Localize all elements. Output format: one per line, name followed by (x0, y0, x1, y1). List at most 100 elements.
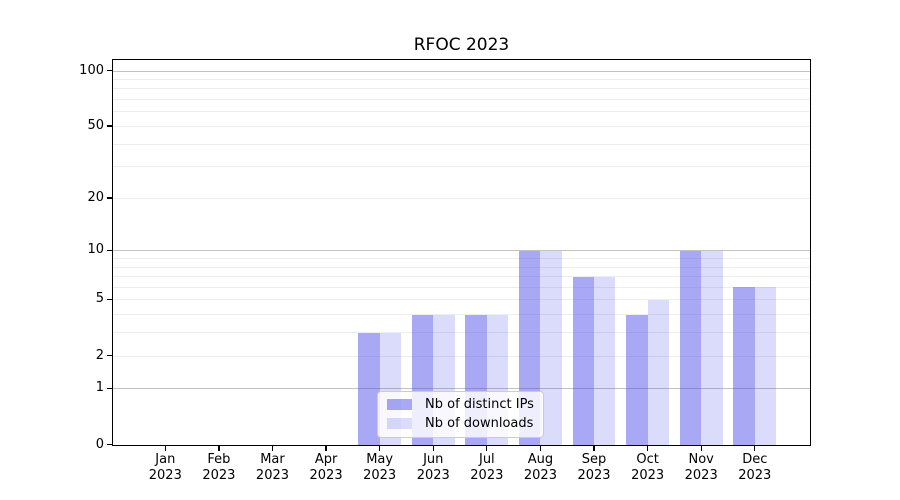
x-tick-year: 2023 (523, 468, 557, 483)
x-tick-mark (700, 445, 702, 451)
x-tick-year: 2023 (684, 468, 718, 483)
x-tick-month: Jun (423, 452, 444, 467)
minor-gridline (113, 197, 810, 199)
plot-area (113, 60, 810, 445)
legend: Nb of distinct IPs Nb of downloads (377, 391, 544, 438)
x-tick-month: May (366, 452, 394, 467)
minor-gridline (113, 258, 810, 259)
x-tick-label: Apr 2023 (283, 452, 369, 484)
y-tick-mark (106, 354, 113, 357)
x-tick-month: Jan (155, 452, 176, 467)
bar-nb-of-distinct-ips-may (358, 332, 380, 445)
x-tick-month: Sep (581, 452, 607, 467)
x-tick-mark (218, 445, 220, 451)
bar-nb-of-distinct-ips-nov (679, 250, 702, 445)
y-tick-label: 0 (95, 436, 104, 452)
bar-nb-of-distinct-ips-sep (572, 276, 594, 445)
minor-gridline (113, 99, 810, 101)
x-tick-mark (379, 445, 381, 451)
legend-item-downloads: Nb of downloads (387, 416, 534, 431)
x-tick-mark (164, 445, 166, 451)
bar-nb-of-downloads-dec (754, 287, 777, 445)
y-tick-label: 20 (87, 189, 104, 205)
bar-nb-of-distinct-ips-oct (626, 314, 648, 445)
x-tick-year: 2023 (255, 468, 290, 483)
x-tick-label: Dec 2023 (712, 452, 798, 484)
y-tick-mark (106, 387, 113, 390)
x-tick-label: Nov 2023 (658, 452, 744, 484)
x-tick-mark (486, 445, 488, 451)
x-tick-year: 2023 (577, 468, 611, 483)
y-tick-mark (106, 197, 113, 199)
x-tick-mark (593, 445, 595, 451)
x-tick-year: 2023 (202, 468, 236, 483)
major-gridline (113, 388, 810, 390)
bar-nb-of-downloads-nov (701, 250, 723, 445)
x-tick-mark (432, 445, 434, 451)
minor-gridline (113, 314, 810, 316)
legend-label-distinct-ips: Nb of distinct IPs (425, 397, 534, 412)
x-tick-mark (271, 445, 274, 451)
major-gridline (113, 250, 810, 252)
x-tick-month: Feb (207, 452, 231, 467)
x-tick-label: Jul 2023 (444, 452, 530, 484)
x-tick-month: Aug (527, 452, 554, 467)
x-tick-label: Jan 2023 (122, 452, 208, 484)
x-tick-year: 2023 (738, 468, 772, 483)
minor-gridline (113, 355, 810, 357)
legend-swatch-distinct-ips (387, 399, 412, 410)
y-tick-label: 2 (95, 347, 104, 363)
x-tick-mark (539, 445, 542, 451)
x-tick-year: 2023 (416, 468, 450, 483)
minor-gridline (113, 332, 810, 334)
x-tick-mark (646, 445, 649, 451)
x-tick-label: Feb 2023 (176, 452, 262, 484)
bar-nb-of-distinct-ips-dec (733, 287, 755, 445)
minor-gridline (113, 79, 810, 81)
x-tick-label: Jun 2023 (390, 452, 476, 484)
x-tick-year: 2023 (631, 468, 665, 483)
x-tick-month: Jul (478, 452, 495, 467)
legend-label-downloads: Nb of downloads (425, 416, 534, 431)
x-tick-year: 2023 (309, 468, 343, 483)
y-tick-label: 100 (79, 62, 104, 78)
x-tick-mark (754, 445, 756, 451)
major-gridline (113, 70, 810, 72)
y-tick-mark (106, 249, 113, 251)
legend-swatch-downloads (387, 418, 412, 429)
minor-gridline (113, 276, 810, 278)
y-tick-label: 50 (87, 117, 104, 133)
x-tick-mark (325, 445, 327, 451)
y-tick-label: 5 (95, 291, 104, 307)
y-tick-mark (106, 125, 113, 127)
bar-nb-of-downloads-aug (540, 250, 562, 445)
bars-layer (113, 60, 810, 445)
x-tick-label: May 2023 (337, 452, 423, 484)
x-tick-year: 2023 (363, 468, 397, 483)
bar-nb-of-downloads-sep (594, 276, 616, 445)
x-tick-month: Dec (742, 452, 768, 467)
minor-gridline (113, 166, 810, 168)
minor-gridline (113, 125, 810, 127)
x-tick-label: Sep 2023 (551, 452, 637, 484)
x-tick-year: 2023 (470, 468, 504, 483)
gridlines-layer (113, 60, 810, 445)
x-tick-year: 2023 (148, 468, 182, 483)
x-tick-label: Oct 2023 (605, 452, 691, 484)
x-tick-month: Mar (260, 452, 285, 467)
x-tick-label: Aug 2023 (497, 452, 583, 484)
y-tick-mark (106, 443, 113, 446)
minor-gridline (113, 266, 810, 268)
chart-title: RFOC 2023 (413, 35, 510, 55)
legend-item-distinct-ips: Nb of distinct IPs (387, 397, 534, 412)
x-tick-month: Nov (688, 452, 714, 467)
y-tick-label: 10 (87, 242, 104, 258)
minor-gridline (113, 111, 810, 113)
y-tick-label: 1 (95, 380, 104, 396)
y-tick-mark (106, 298, 113, 301)
x-tick-month: Apr (314, 452, 338, 467)
y-tick-mark (106, 69, 113, 72)
minor-gridline (113, 143, 810, 145)
minor-gridline (113, 88, 810, 90)
